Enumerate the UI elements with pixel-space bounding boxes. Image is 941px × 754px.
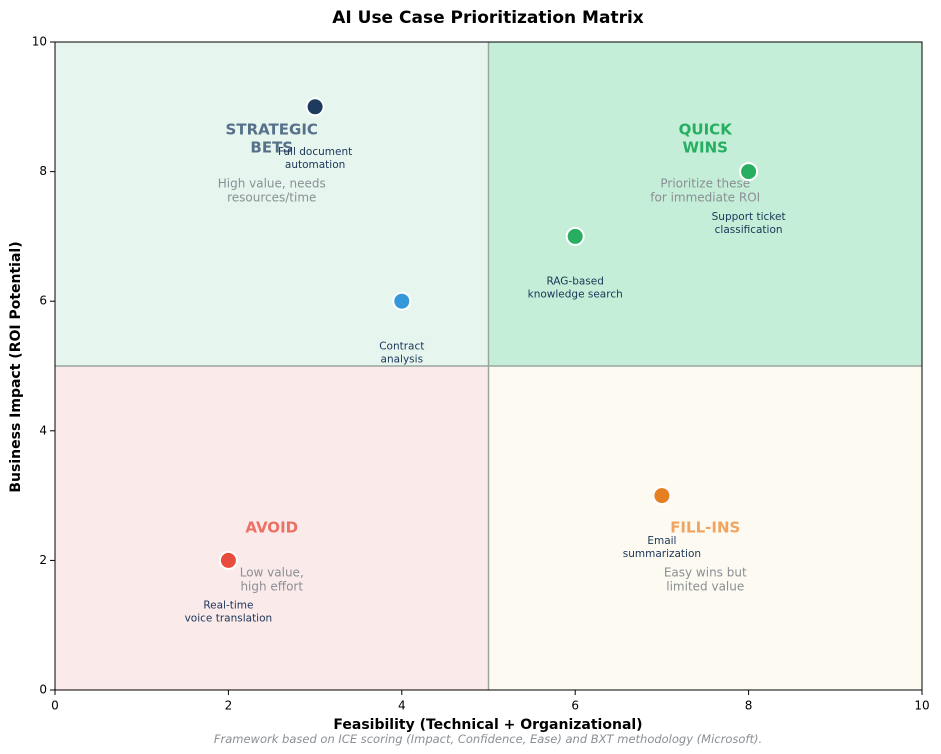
y-tick-label: 2: [39, 553, 47, 567]
quadrant-title-avoid: AVOID: [245, 519, 298, 537]
point-label: Full document: [278, 146, 352, 158]
x-tick-label: 0: [51, 699, 59, 713]
y-tick-label: 0: [39, 683, 47, 697]
quadrant-desc-fillins: limited value: [666, 579, 744, 593]
quadrant-desc-strategic: High value, needs: [218, 177, 326, 191]
x-tick-label: 8: [745, 699, 753, 713]
x-tick-label: 10: [914, 699, 929, 713]
data-point: [305, 97, 325, 117]
quadrant-desc-avoid: high effort: [240, 579, 303, 593]
quadrant-desc-avoid: Low value,: [240, 565, 304, 579]
point-label: voice translation: [185, 613, 273, 625]
quadrant-quickwins: [488, 42, 922, 366]
point-label: classification: [715, 224, 783, 236]
footnote: Framework based on ICE scoring (Impact, …: [214, 732, 762, 746]
y-tick-label: 4: [39, 423, 47, 437]
quadrant-title-strategic: BETS: [250, 139, 293, 157]
quadrant-desc-quickwins: Prioritize these: [660, 177, 750, 191]
point-label: knowledge search: [528, 289, 623, 301]
point-label: Support ticket: [712, 211, 786, 223]
point-label: RAG-based: [546, 276, 604, 288]
quadrant-title-quickwins: WINS: [683, 139, 728, 157]
y-tick-label: 6: [39, 294, 47, 308]
y-tick-label: 10: [32, 35, 47, 49]
quadrant-desc-quickwins: for immediate ROI: [650, 191, 760, 205]
x-axis-label: Feasibility (Technical + Organizational): [333, 717, 642, 733]
point-label: summarization: [623, 548, 701, 560]
point-label: Real-time: [203, 600, 253, 612]
point-label: automation: [285, 159, 345, 171]
data-point: [565, 226, 585, 246]
data-point: [218, 550, 238, 570]
point-label: analysis: [381, 354, 424, 366]
x-tick-label: 6: [571, 699, 579, 713]
data-point: [392, 291, 412, 311]
point-label: Contract: [379, 341, 424, 353]
point-label: Email: [647, 535, 676, 547]
y-tick-label: 8: [39, 164, 47, 178]
quadrant-fillins: [488, 366, 922, 690]
quadrant-desc-strategic: resources/time: [227, 191, 316, 205]
chart-title: AI Use Case Prioritization Matrix: [332, 8, 644, 28]
quadrant-title-strategic: STRATEGIC: [226, 121, 318, 139]
data-point: [652, 486, 672, 506]
quadrant-title-quickwins: QUICK: [679, 121, 734, 139]
quadrant-strategic: [55, 42, 489, 366]
x-tick-label: 2: [225, 699, 233, 713]
y-axis-label: Business Impact (ROI Potential): [8, 241, 24, 492]
data-point: [739, 162, 759, 182]
quadrant-title-fillins: FILL-INS: [670, 519, 740, 537]
plot-frame: [54, 41, 923, 691]
quadrant-avoid: [55, 366, 489, 690]
x-tick-label: 4: [398, 699, 406, 713]
quadrant-desc-fillins: Easy wins but: [664, 565, 747, 579]
